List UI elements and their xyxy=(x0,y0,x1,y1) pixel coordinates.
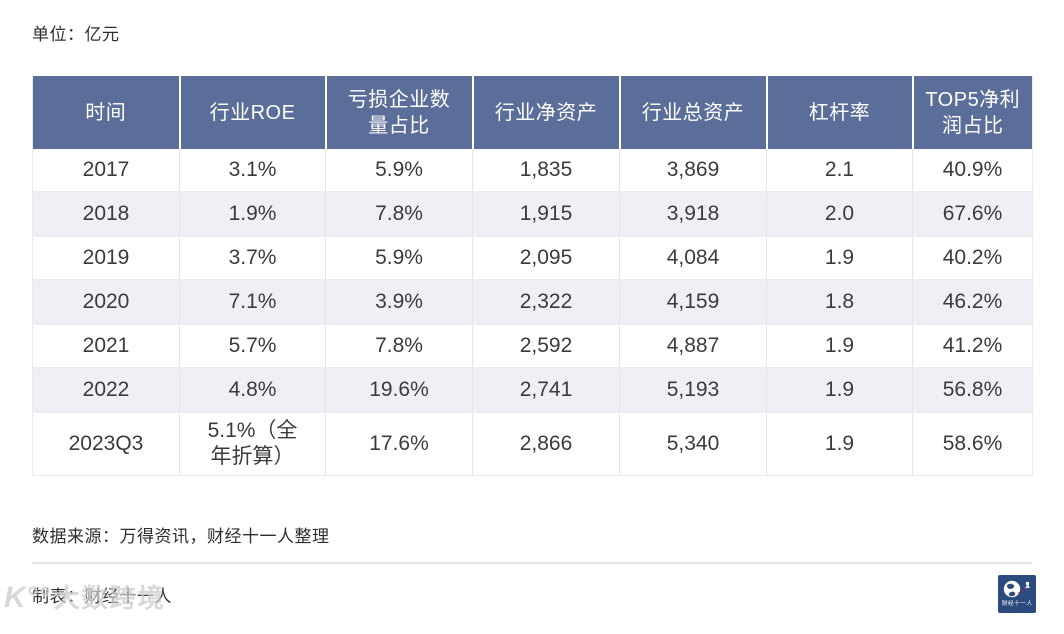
table-cell: 2,322 xyxy=(472,279,620,324)
table-cell: 7.8% xyxy=(325,191,473,236)
table-cell: 2,095 xyxy=(472,235,620,280)
table-cell: 1.9 xyxy=(766,235,913,280)
table-body: 2017 3.1% 5.9% 1,835 3,869 2.1 40.9% 2018 1.9% 7.… xyxy=(32,149,1033,476)
logo-text: 财经十一人 xyxy=(1001,601,1033,607)
table-cell: 4,887 xyxy=(619,323,767,368)
table-cell: 4.8% xyxy=(179,367,326,412)
globe-figure-icon xyxy=(1003,580,1030,598)
col-header-top5-profit-share: TOP5净利 润占比 xyxy=(912,76,1033,149)
table-cell: 67.6% xyxy=(912,191,1033,236)
table-head: 时间 行业ROE 亏损企业数 量占比 行业净资产 行业总资产 杠杆率 TOP5净… xyxy=(32,76,1033,149)
table-cell: 4,159 xyxy=(619,279,767,324)
table-cell: 1.9 xyxy=(766,411,913,476)
table-cell: 1,835 xyxy=(472,149,620,192)
table-cell: 2021 xyxy=(32,323,180,368)
credit-row: 制表：财经十一人 财经十一人 xyxy=(32,575,1036,613)
data-source-note: 数据来源：万得资讯，财经十一人整理 xyxy=(32,527,330,546)
table-cell: 41.2% xyxy=(912,323,1033,368)
table-cell: 2017 xyxy=(32,149,180,192)
table-cell: 1.8 xyxy=(766,279,913,324)
table-cell: 5.7% xyxy=(179,323,326,368)
table-cell: 2020 xyxy=(32,279,180,324)
table-cell: 2,866 xyxy=(472,411,620,476)
table-row: 2023Q3 5.1%（全 年折算） 17.6% 2,866 5,340 1.9 58.6% xyxy=(32,411,1033,476)
table-cell: 17.6% xyxy=(325,411,473,476)
table-cell: 1,915 xyxy=(472,191,620,236)
table-cell: 19.6% xyxy=(325,367,473,412)
caijing-logo: 财经十一人 xyxy=(998,575,1036,613)
table-cell: 5.9% xyxy=(325,149,473,192)
col-header-roe: 行业ROE xyxy=(179,76,327,149)
table-cell: 7.1% xyxy=(179,279,326,324)
table-credit: 制表：财经十一人 xyxy=(32,586,172,606)
table-cell: 3,869 xyxy=(619,149,767,192)
table-cell: 2018 xyxy=(32,191,180,236)
col-header-leverage: 杠杆率 xyxy=(766,76,914,149)
unit-label: 单位：亿元 xyxy=(32,25,120,44)
col-header-time: 时间 xyxy=(32,76,181,149)
table-cell: 4,084 xyxy=(619,235,767,280)
table-cell: 3.1% xyxy=(179,149,326,192)
table-cell: 2019 xyxy=(32,235,180,280)
watermark-logo-icon: K°° xyxy=(4,581,50,614)
watermark-text: 大数跨境 xyxy=(53,583,166,613)
table-cell: 5.1%（全 年折算） xyxy=(179,411,326,476)
table-cell: 2,741 xyxy=(472,367,620,412)
divider xyxy=(32,562,1032,564)
table-row: 2020 7.1% 3.9% 2,322 4,159 1.8 46.2% xyxy=(32,279,1033,324)
table-cell: 1.9 xyxy=(766,367,913,412)
col-header-net-assets: 行业净资产 xyxy=(472,76,621,149)
table-cell: 3.7% xyxy=(179,235,326,280)
table-cell: 3,918 xyxy=(619,191,767,236)
col-header-total-assets: 行业总资产 xyxy=(619,76,768,149)
table-cell: 58.6% xyxy=(912,411,1033,476)
table-cell: 40.9% xyxy=(912,149,1033,192)
table-cell: 3.9% xyxy=(325,279,473,324)
table-cell: 2.0 xyxy=(766,191,913,236)
table-cell: 56.8% xyxy=(912,367,1033,412)
table-cell: 7.8% xyxy=(325,323,473,368)
data-table: 时间 行业ROE 亏损企业数 量占比 行业净资产 行业总资产 杠杆率 TOP5净… xyxy=(32,76,1033,476)
table-row: 2022 4.8% 19.6% 2,741 5,193 1.9 56.8% xyxy=(32,367,1033,412)
table-cell: 2022 xyxy=(32,367,180,412)
table-row: 2019 3.7% 5.9% 2,095 4,084 1.9 40.2% xyxy=(32,235,1033,280)
table-cell: 2,592 xyxy=(472,323,620,368)
table-cell: 5.9% xyxy=(325,235,473,280)
table-cell: 5,193 xyxy=(619,367,767,412)
table-cell: 1.9 xyxy=(766,323,913,368)
table-cell: 1.9% xyxy=(179,191,326,236)
header-row: 时间 行业ROE 亏损企业数 量占比 行业净资产 行业总资产 杠杆率 TOP5净… xyxy=(32,76,1033,149)
table-row: 2018 1.9% 7.8% 1,915 3,918 2.0 67.6% xyxy=(32,191,1033,236)
watermark: K°° 大数跨境 xyxy=(4,583,166,613)
table-cell: 40.2% xyxy=(912,235,1033,280)
table-cell: 2023Q3 xyxy=(32,411,180,476)
table-cell: 2.1 xyxy=(766,149,913,192)
table-cell: 46.2% xyxy=(912,279,1033,324)
table-row: 2017 3.1% 5.9% 1,835 3,869 2.1 40.9% xyxy=(32,149,1033,192)
page: 单位：亿元 时间 行业ROE 亏损企业数 量占比 行业净资产 行业总资产 杠杆率… xyxy=(4,25,1036,613)
table-row: 2021 5.7% 7.8% 2,592 4,887 1.9 41.2% xyxy=(32,323,1033,368)
col-header-loss-ratio: 亏损企业数 量占比 xyxy=(325,76,474,149)
table-cell: 5,340 xyxy=(619,411,767,476)
